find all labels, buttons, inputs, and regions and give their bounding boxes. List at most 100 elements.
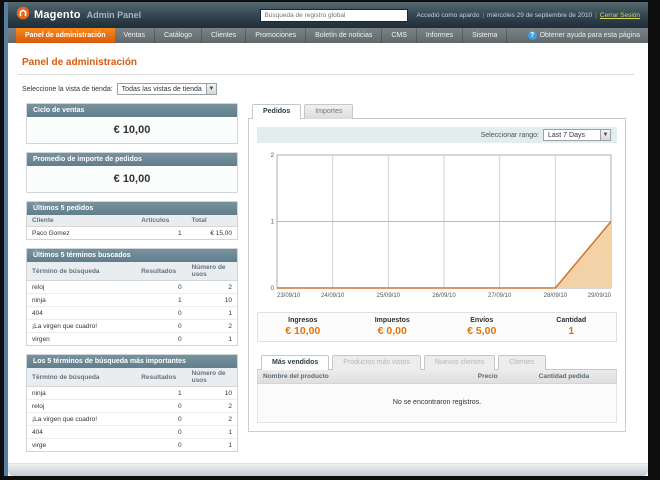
table-cell: 0: [136, 425, 187, 439]
store-view-select[interactable]: Todas las vistas de tienda ▼: [116, 83, 217, 95]
last-orders-box: Últimos 5 pedidos Cliente Artículos Total P…: [26, 201, 238, 240]
nav-item-bolet-n-de-noticias[interactable]: Boletín de noticias: [306, 28, 383, 43]
total-value: € 10,00: [285, 325, 321, 337]
table-cell: 1: [177, 229, 182, 237]
diagram-tabbar: Pedidos Importes: [248, 103, 626, 119]
table-cell: € 15,00: [210, 229, 232, 237]
grid-column-header: Cantidad pedida: [538, 373, 590, 380]
table-row[interactable]: ninja 1 10: [27, 386, 237, 400]
separator: |: [595, 11, 597, 19]
range-label: Seleccionar rango:: [480, 131, 539, 139]
table-row[interactable]: virgen 0 1: [27, 333, 237, 346]
nav-item-informes[interactable]: Informes: [417, 28, 464, 43]
column-header: Artículos: [136, 215, 187, 227]
box-title: Ciclo de ventas: [27, 104, 237, 117]
range-select[interactable]: Last 7 Days ▼: [543, 129, 611, 141]
svg-text:2: 2: [271, 153, 275, 159]
table-row[interactable]: 404 0 1: [27, 306, 237, 320]
page-content: Panel de administración Seleccione la vi…: [8, 43, 648, 460]
magento-logo-icon: [16, 6, 30, 25]
column-header: Número de usos: [186, 368, 237, 387]
tab-importes[interactable]: Importes: [304, 104, 354, 119]
svg-text:26/09/10: 26/09/10: [432, 293, 456, 299]
table-cell: 10: [186, 386, 237, 400]
nav-item-promociones[interactable]: Promociones: [246, 28, 307, 43]
last-search-terms-table: Término de búsqueda Resultados Número de u…: [27, 262, 237, 345]
tab-nuevos-clientes[interactable]: Nuevos clientes: [423, 355, 496, 370]
table-row[interactable]: reloj 0 2: [27, 280, 237, 294]
table-cell: 1: [228, 335, 232, 343]
top-search-terms-table: Término de búsqueda Resultados Número de u…: [27, 368, 237, 451]
table-row[interactable]: ¡La virgen que cuadro! 0 2: [27, 412, 237, 426]
box-title: Últimos 5 términos buscados: [27, 249, 237, 262]
main-nav: Panel de administración Ventas Catálogo Cli…: [8, 28, 648, 43]
column-header: Número de usos: [186, 262, 237, 281]
nav-item-clientes[interactable]: Clientes: [202, 28, 247, 43]
table-row[interactable]: ninja 1 10: [27, 293, 237, 307]
total-impuestos: Impuestos € 0,00: [348, 317, 438, 337]
nav-item-cms[interactable]: CMS: [382, 28, 417, 43]
column-header: Término de búsqueda: [27, 368, 137, 387]
total-ingresos: Ingresos € 10,00: [258, 317, 348, 337]
tab-m-s-vendidos[interactable]: Más vendidos: [261, 355, 330, 370]
total-label: Ingresos: [288, 317, 318, 324]
bestsellers-grid: Nombre del producto Precio Cantidad pedida…: [257, 370, 617, 423]
nav-item-panel-de-administraci-n[interactable]: Panel de administración: [16, 28, 115, 43]
last-search-terms-box: Últimos 5 términos buscados Término de b…: [26, 248, 238, 346]
svg-text:28/09/10: 28/09/10: [544, 293, 568, 299]
lifetime-sales-box: Ciclo de ventas € 10,00: [26, 103, 238, 144]
current-date: miércoles 29 de septiembre de 2010: [487, 11, 593, 19]
totals-row: Ingresos € 10,00 Impuestos € 0,00 Envíos € 5,…: [257, 312, 617, 342]
table-row[interactable]: reloj 0 2: [27, 399, 237, 413]
table-cell: 1: [228, 441, 232, 449]
table-cell: virge: [32, 441, 47, 449]
tab-productos-m-s-vistos[interactable]: Productos más vistos: [332, 355, 421, 370]
total-label: Impuestos: [374, 317, 410, 324]
table-cell: 1: [186, 306, 237, 320]
table-cell: 2: [186, 412, 237, 426]
column-header: Total: [186, 215, 237, 227]
logged-in-as: Accedió como apardo: [416, 11, 480, 19]
nav-item-sistema[interactable]: Sistema: [463, 28, 508, 43]
average-orders-value: € 10,00: [27, 166, 237, 192]
table-row[interactable]: ¡La virgen que cuadro! 0 2: [27, 319, 237, 333]
table-cell: 1: [186, 425, 237, 439]
column-header: Cliente: [27, 215, 137, 227]
tab-clientes[interactable]: Clientes: [498, 355, 546, 370]
column-header: Resultados: [136, 262, 187, 281]
help-link[interactable]: ? Obtener ayuda para esta página: [527, 28, 640, 43]
header-right: Accedió como apardo|miércoles 29 de sept…: [260, 2, 640, 28]
box-title: Últimos 5 pedidos: [27, 202, 237, 215]
nav-item-ventas[interactable]: Ventas: [115, 28, 155, 43]
grid-column-header: Nombre del producto: [263, 373, 329, 380]
store-switcher-label: Seleccione la vista de tienda:: [22, 85, 113, 93]
table-cell: 404: [27, 306, 137, 320]
total-cantidad: Cantidad 1: [527, 317, 617, 337]
user-info: Accedió como apardo | miércoles 29 de sept…: [416, 12, 640, 19]
global-search-input[interactable]: [260, 8, 409, 22]
table-row[interactable]: Paco Gomez 1 € 15,00: [27, 227, 237, 240]
separator: |: [482, 11, 485, 19]
table-cell: reloj: [27, 280, 137, 294]
table-row[interactable]: virge 0 1: [27, 439, 237, 452]
table-cell: ¡La virgen que cuadro!: [27, 319, 137, 333]
table-cell: ¡La virgen que cuadro!: [27, 412, 137, 426]
svg-text:1: 1: [271, 220, 275, 226]
svg-text:24/09/10: 24/09/10: [321, 293, 345, 299]
help-label: Obtener ayuda para esta página: [539, 32, 640, 39]
help-icon: ?: [527, 31, 537, 40]
table-cell: 0: [177, 441, 182, 449]
chevron-down-icon: ▼: [205, 84, 216, 94]
nav-item-cat-logo[interactable]: Catálogo: [155, 28, 202, 43]
table-cell: 0: [136, 280, 187, 294]
tab-pedidos[interactable]: Pedidos: [252, 104, 302, 119]
svg-text:0: 0: [271, 286, 275, 292]
column-header: Término de búsqueda: [27, 262, 137, 281]
empty-records-message: No se encontraron registros.: [257, 384, 617, 423]
browser-viewport: Magento Admin Panel Accedió como apardo|…: [4, 2, 648, 476]
logout-link[interactable]: Cerrar Sesión: [599, 11, 640, 19]
dashboard-left-column: Ciclo de ventas € 10,00 Promedio de impo…: [26, 103, 238, 460]
column-header: Resultados: [136, 368, 187, 387]
total-envíos: Envíos € 5,00: [437, 317, 527, 337]
table-row[interactable]: 404 0 1: [27, 425, 237, 439]
